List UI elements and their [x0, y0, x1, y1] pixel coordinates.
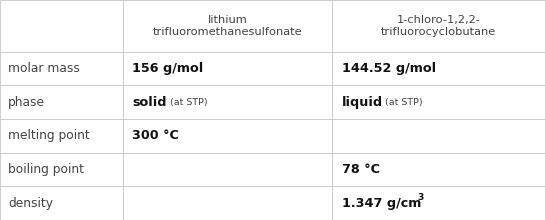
Bar [332, 52, 545, 85]
Bar [123, 153, 332, 186]
Bar [123, 119, 332, 153]
Text: (at STP): (at STP) [167, 98, 208, 107]
Text: (at STP): (at STP) [382, 98, 423, 107]
Bar [123, 186, 332, 220]
Text: 144.52 g/mol: 144.52 g/mol [342, 62, 437, 75]
Bar [0, 0, 123, 52]
Text: boiling point: boiling point [8, 163, 84, 176]
Text: density: density [8, 197, 53, 210]
Bar [0, 153, 123, 186]
Text: 1.347 g/cm: 1.347 g/cm [342, 197, 422, 210]
Text: 3: 3 [417, 193, 424, 202]
Bar [332, 186, 545, 220]
Text: 1-chloro-1,2,2-
trifluorocyclobutane: 1-chloro-1,2,2- trifluorocyclobutane [381, 15, 496, 37]
Bar [0, 52, 123, 85]
Text: liquid: liquid [342, 96, 383, 109]
Bar [0, 186, 123, 220]
Text: phase: phase [8, 96, 45, 109]
Bar [123, 52, 332, 85]
Text: molar mass: molar mass [8, 62, 80, 75]
Bar [123, 0, 332, 52]
Text: 300 °C: 300 °C [132, 129, 179, 142]
Text: lithium
trifluoromethanesulfonate: lithium trifluoromethanesulfonate [153, 15, 302, 37]
Bar [332, 153, 545, 186]
Text: 156 g/mol: 156 g/mol [132, 62, 204, 75]
Bar [0, 85, 123, 119]
Bar [332, 85, 545, 119]
Bar [332, 0, 545, 52]
Text: solid: solid [132, 96, 167, 109]
Text: 78 °C: 78 °C [342, 163, 380, 176]
Text: melting point: melting point [8, 129, 90, 142]
Bar [0, 119, 123, 153]
Bar [123, 85, 332, 119]
Bar [332, 119, 545, 153]
